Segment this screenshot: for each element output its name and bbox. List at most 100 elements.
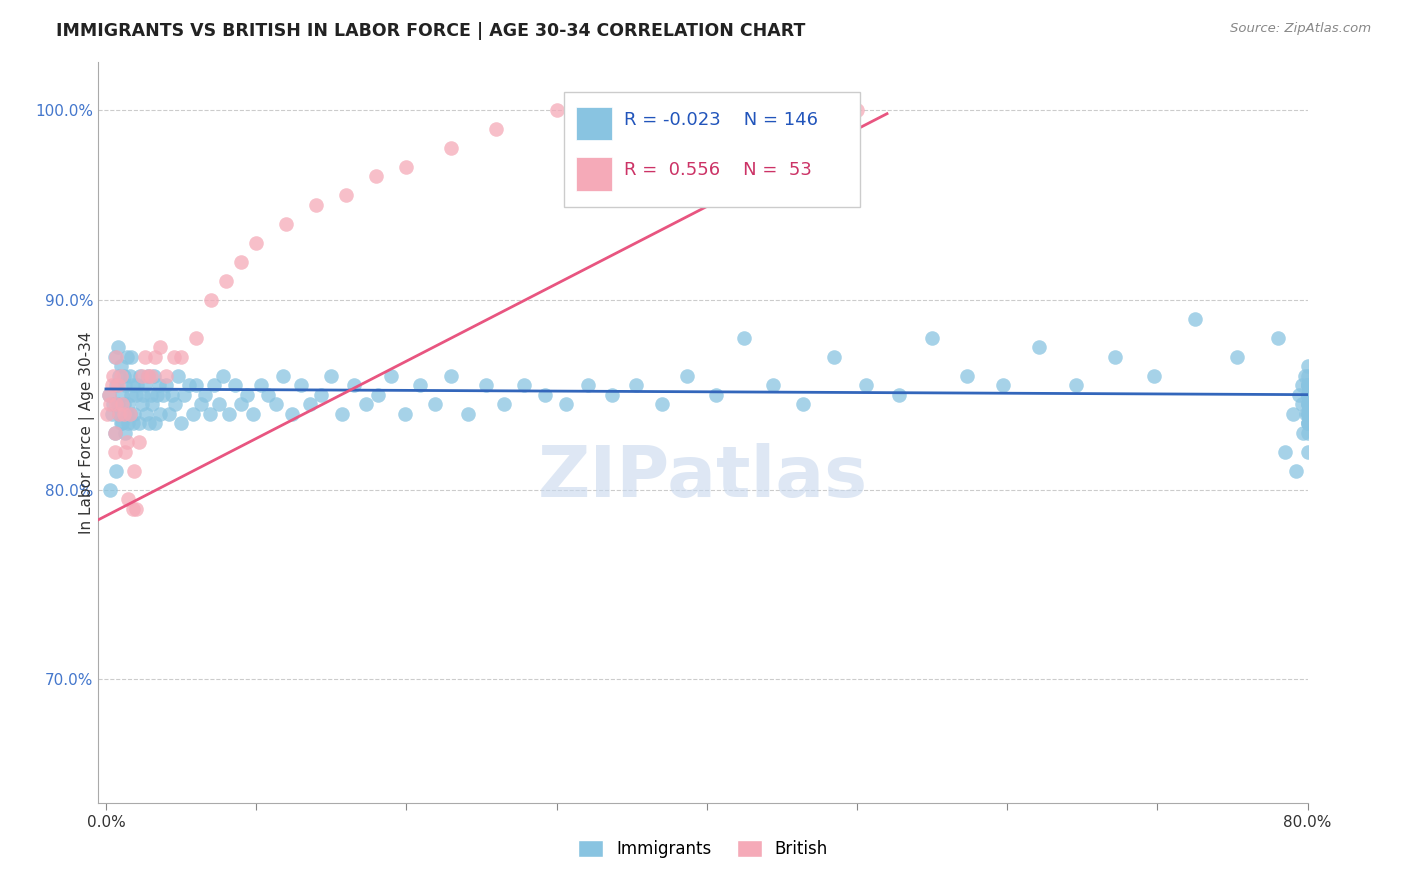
Point [245, 235, 267, 250]
Point [815, 103, 838, 117]
Point [600, 387, 623, 401]
Point [104, 425, 127, 440]
Point [108, 407, 131, 421]
Point [135, 407, 157, 421]
Point [1143, 368, 1166, 383]
Point [575, 103, 598, 117]
Text: R =  0.556    N =  53: R = 0.556 N = 53 [624, 161, 813, 179]
Point [309, 387, 332, 401]
Point [1284, 464, 1306, 478]
Point [457, 407, 479, 421]
Point [887, 387, 910, 401]
Point [321, 368, 343, 383]
Point [676, 368, 699, 383]
Point [177, 378, 200, 392]
Point [131, 368, 153, 383]
Point [620, 103, 643, 117]
Point [624, 378, 647, 392]
Point [271, 368, 294, 383]
Point [1296, 397, 1319, 411]
Point [131, 397, 153, 411]
Point [207, 397, 229, 411]
Point [136, 368, 159, 383]
Point [104, 444, 127, 458]
Point [163, 397, 186, 411]
Point [1226, 350, 1249, 364]
Point [335, 188, 357, 202]
Y-axis label: In Labor Force | Age 30-34: In Labor Force | Age 30-34 [79, 331, 96, 534]
Point [1288, 387, 1310, 401]
Point [229, 254, 252, 268]
Point [114, 425, 136, 440]
Point [485, 121, 508, 136]
Point [733, 331, 755, 345]
Point [181, 407, 204, 421]
Point [512, 378, 534, 392]
Point [1296, 378, 1319, 392]
Point [145, 350, 167, 364]
Point [100, 397, 122, 411]
Point [423, 397, 446, 411]
Point [236, 387, 259, 401]
Point [1184, 311, 1206, 326]
Point [202, 378, 225, 392]
Point [108, 368, 131, 383]
Point [696, 103, 718, 117]
Point [1296, 397, 1319, 411]
Point [100, 483, 122, 497]
Point [1104, 350, 1126, 364]
Point [141, 397, 163, 411]
Point [134, 350, 156, 364]
Point [242, 407, 264, 421]
Point [173, 387, 195, 401]
Point [132, 387, 155, 401]
Point [1296, 397, 1319, 411]
Point [114, 444, 136, 458]
Point [1281, 407, 1303, 421]
Point [1296, 387, 1319, 401]
Point [107, 340, 129, 354]
Point [117, 491, 139, 506]
Point [1296, 416, 1319, 430]
Point [725, 103, 748, 117]
Point [112, 397, 135, 411]
Point [576, 378, 599, 392]
Point [107, 378, 129, 392]
Point [115, 435, 138, 450]
Point [276, 217, 298, 231]
Point [160, 387, 183, 401]
Point [111, 416, 134, 430]
Point [770, 103, 793, 117]
Point [190, 397, 212, 411]
Point [1296, 387, 1319, 401]
Point [157, 407, 180, 421]
Point [343, 378, 366, 392]
Point [665, 103, 688, 117]
Point [395, 160, 418, 174]
Point [149, 407, 172, 421]
Point [115, 350, 138, 364]
Point [139, 368, 162, 383]
Point [117, 397, 139, 411]
Point [155, 368, 177, 383]
Point [143, 368, 166, 383]
Point [440, 141, 463, 155]
Point [111, 397, 134, 411]
Point [110, 368, 132, 383]
Point [762, 378, 785, 392]
Point [145, 416, 167, 430]
Point [105, 464, 128, 478]
Point [281, 407, 304, 421]
Point [118, 368, 141, 383]
Point [111, 387, 134, 401]
Point [200, 293, 222, 307]
Text: R = -0.023    N = 146: R = -0.023 N = 146 [624, 111, 818, 128]
Point [218, 407, 240, 421]
Point [105, 350, 128, 364]
Point [170, 416, 193, 430]
Point [264, 397, 287, 411]
Point [128, 416, 150, 430]
Point [146, 387, 169, 401]
Point [136, 368, 159, 383]
Point [1296, 416, 1319, 430]
